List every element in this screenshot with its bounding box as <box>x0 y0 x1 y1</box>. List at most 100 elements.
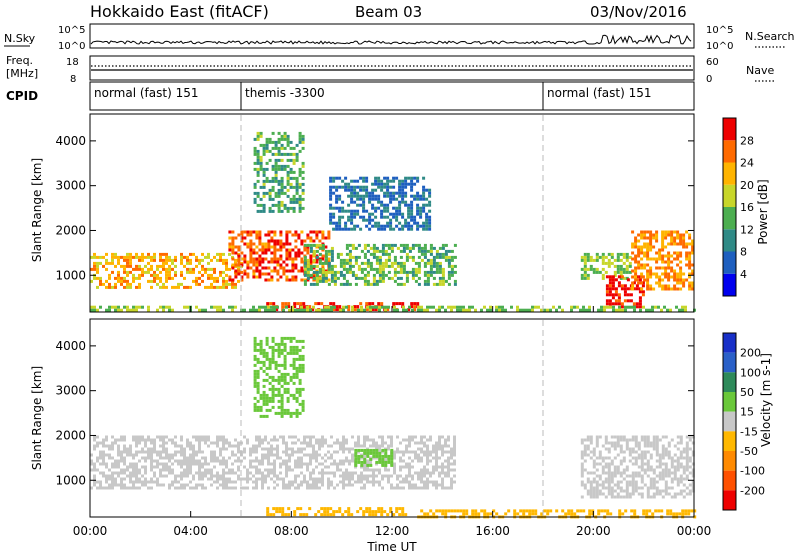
data-cell <box>690 509 694 513</box>
data-cell <box>265 366 269 370</box>
data-cell <box>338 197 342 201</box>
data-cell <box>99 471 102 475</box>
data-cell <box>613 474 617 478</box>
data-cell <box>129 282 132 286</box>
data-cell <box>429 246 433 250</box>
data-cell <box>153 273 156 277</box>
data-cell <box>159 450 162 454</box>
data-cell <box>189 465 192 469</box>
data-cell <box>201 471 204 475</box>
data-cell <box>398 513 402 517</box>
data-cell <box>183 468 186 472</box>
data-cell <box>259 348 263 352</box>
data-cell <box>255 257 259 261</box>
data-cell <box>377 197 381 201</box>
data-cell <box>228 444 231 448</box>
data-cell <box>283 357 287 361</box>
data-cell <box>258 248 262 252</box>
data-cell <box>338 221 342 225</box>
data-cell <box>652 495 656 499</box>
data-cell <box>685 462 689 466</box>
data-cell <box>309 273 313 277</box>
data-cell <box>592 258 596 262</box>
data-cell <box>266 510 270 514</box>
data-cell <box>132 465 135 469</box>
data-cell <box>280 399 284 403</box>
data-cell <box>335 197 339 201</box>
data-cell <box>312 239 316 243</box>
data-cell <box>96 270 99 274</box>
data-cell <box>280 351 284 355</box>
data-cell <box>237 459 240 463</box>
data-cell <box>378 457 382 461</box>
data-cell <box>198 258 201 262</box>
data-cell <box>207 438 210 442</box>
data-cell <box>444 486 447 490</box>
data-cell <box>295 369 299 373</box>
data-cell <box>633 305 636 309</box>
data-cell <box>288 447 291 451</box>
data-cell <box>595 474 599 478</box>
data-cell <box>150 459 153 463</box>
data-cell <box>670 477 674 481</box>
data-cell <box>640 486 644 490</box>
data-cell <box>652 447 656 451</box>
data-cell <box>634 471 638 475</box>
data-cell <box>691 474 695 478</box>
data-cell <box>631 287 635 291</box>
data-cell <box>237 447 240 451</box>
data-cell <box>604 495 608 499</box>
data-cell <box>225 279 228 283</box>
data-cell <box>228 486 231 490</box>
data-cell <box>156 483 159 487</box>
data-cell <box>634 260 638 264</box>
data-cell <box>258 438 261 442</box>
data-cell <box>459 308 462 312</box>
data-cell <box>280 200 284 204</box>
data-cell <box>189 462 192 466</box>
data-cell <box>347 188 351 192</box>
data-cell <box>643 456 647 460</box>
data-cell <box>348 477 351 481</box>
data-cell <box>261 260 265 264</box>
data-cell <box>183 486 186 490</box>
data-cell <box>685 278 689 282</box>
data-cell <box>228 236 232 240</box>
data-cell <box>141 474 144 478</box>
data-cell <box>401 302 405 306</box>
data-cell <box>192 252 195 256</box>
data-cell <box>222 462 225 466</box>
data-cell <box>435 252 439 256</box>
data-cell <box>368 218 372 222</box>
data-cell <box>147 308 150 312</box>
data-cell <box>129 270 132 274</box>
data-cell <box>306 264 310 268</box>
data-cell <box>249 308 252 312</box>
data-cell <box>360 471 363 475</box>
data-cell <box>381 460 385 464</box>
data-cell <box>605 287 609 291</box>
data-cell <box>270 269 274 273</box>
data-cell <box>643 468 647 472</box>
data-cell <box>177 474 180 478</box>
data-cell <box>372 456 375 460</box>
data-cell <box>661 447 665 451</box>
data-cell <box>652 471 656 475</box>
data-cell <box>297 486 300 490</box>
data-cell <box>377 227 381 231</box>
data-cell <box>444 279 448 283</box>
data-cell <box>339 261 343 265</box>
data-cell <box>450 267 454 271</box>
data-cell <box>225 264 228 268</box>
data-cell <box>258 308 261 312</box>
data-cell <box>292 197 296 201</box>
data-cell <box>625 267 629 271</box>
data-cell <box>315 282 319 286</box>
data-cell <box>362 179 366 183</box>
data-cell <box>268 197 272 201</box>
data-cell <box>366 459 369 463</box>
data-cell <box>253 402 257 406</box>
data-cell <box>287 513 291 517</box>
data-cell <box>610 435 614 439</box>
data-cell <box>667 486 671 490</box>
